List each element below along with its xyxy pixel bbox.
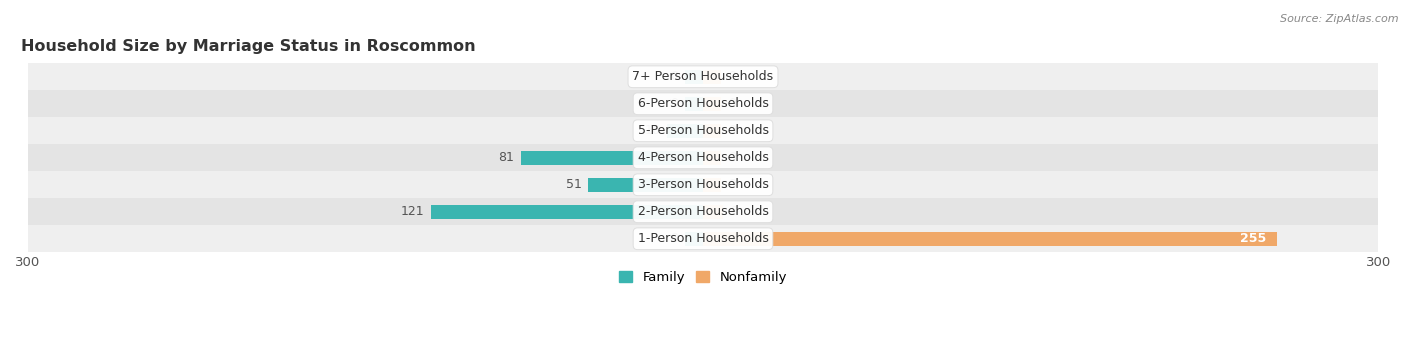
Text: Source: ZipAtlas.com: Source: ZipAtlas.com — [1281, 14, 1399, 23]
Text: 255: 255 — [1240, 232, 1265, 245]
Bar — [28, 144, 1378, 171]
Bar — [703, 205, 723, 219]
Text: 7+ Person Households: 7+ Person Households — [633, 70, 773, 83]
Text: 121: 121 — [401, 205, 423, 218]
Text: 5-Person Households: 5-Person Households — [637, 124, 769, 137]
Text: 0: 0 — [671, 97, 678, 110]
Text: 9: 9 — [730, 205, 738, 218]
Text: 0: 0 — [728, 151, 735, 164]
Bar — [666, 124, 703, 138]
Bar — [28, 90, 1378, 117]
Text: 1-Person Households: 1-Person Households — [637, 232, 769, 245]
Bar — [588, 178, 703, 192]
Bar — [703, 124, 721, 138]
Bar — [28, 225, 1378, 252]
Text: 0: 0 — [728, 178, 735, 191]
Text: 0: 0 — [728, 124, 735, 137]
Bar — [703, 97, 721, 111]
Text: 16: 16 — [644, 124, 661, 137]
Bar — [520, 151, 703, 165]
Text: 6-Person Households: 6-Person Households — [637, 97, 769, 110]
Legend: Family, Nonfamily: Family, Nonfamily — [613, 266, 793, 289]
Bar — [703, 178, 721, 192]
Bar — [28, 63, 1378, 90]
Bar — [430, 205, 703, 219]
Bar — [703, 151, 721, 165]
Bar — [685, 232, 703, 246]
Text: 2-Person Households: 2-Person Households — [637, 205, 769, 218]
Bar — [703, 70, 721, 84]
Text: 81: 81 — [498, 151, 515, 164]
Text: 4-Person Households: 4-Person Households — [637, 151, 769, 164]
Text: 0: 0 — [671, 70, 678, 83]
Text: 3-Person Households: 3-Person Households — [637, 178, 769, 191]
Bar — [28, 117, 1378, 144]
Text: 51: 51 — [565, 178, 582, 191]
Bar — [28, 198, 1378, 225]
Bar — [685, 97, 703, 111]
Bar — [703, 232, 1277, 246]
Text: 0: 0 — [728, 70, 735, 83]
Text: Household Size by Marriage Status in Roscommon: Household Size by Marriage Status in Ros… — [21, 39, 475, 54]
Text: 0: 0 — [728, 97, 735, 110]
Bar — [685, 70, 703, 84]
Text: 0: 0 — [671, 232, 678, 245]
Bar — [28, 171, 1378, 198]
